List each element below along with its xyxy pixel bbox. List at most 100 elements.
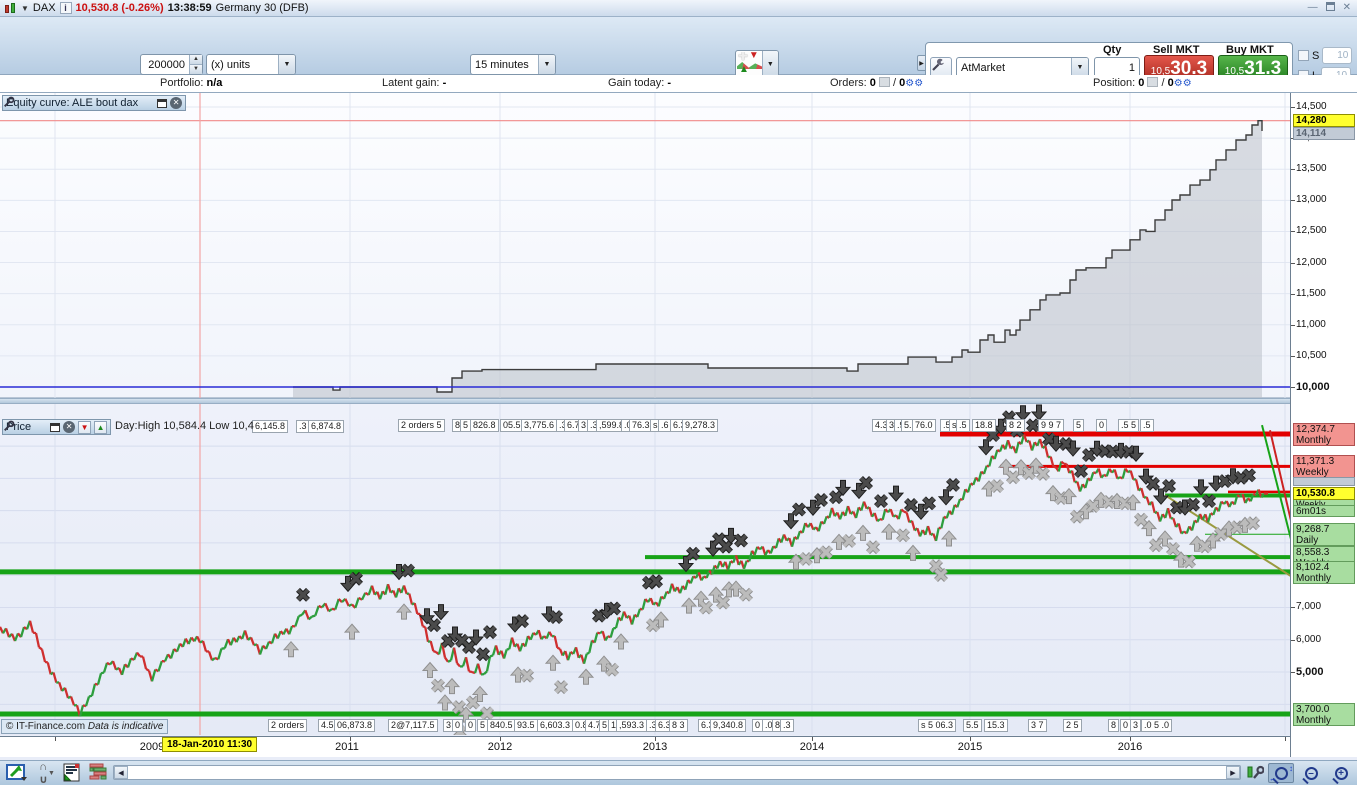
stop-checkbox[interactable] (1298, 50, 1309, 61)
orders-gear-icon[interactable]: ⚙⚙ (905, 78, 924, 89)
stop-input[interactable]: 10 (1322, 47, 1353, 64)
order-label[interactable]: 18.8 (972, 419, 996, 432)
units-select[interactable]: (x) units ▼ (206, 54, 296, 75)
order-label[interactable]: .5 (956, 419, 970, 432)
trade-marker-da (467, 629, 485, 646)
chart-horizontal-scrollbar[interactable]: ◀ ▶ (113, 765, 1241, 780)
info-icon[interactable]: i (59, 2, 72, 14)
chart-type-button[interactable]: ✚ ▼ ▲ ▼ (735, 50, 779, 78)
order-label[interactable]: 6.7 (564, 419, 583, 432)
order-label[interactable]: 05.5 (500, 419, 524, 432)
order-label[interactable]: 6,603.3 (537, 719, 574, 732)
order-label[interactable]: 2 orders 5 (398, 419, 445, 432)
order-label[interactable]: 15.3 (984, 719, 1008, 732)
sell-mkt-header: Sell MKT (1153, 44, 1200, 56)
order-label[interactable]: 2 5 (1063, 719, 1082, 732)
equity-window-icon[interactable] (157, 98, 168, 108)
order-label[interactable]: 6,874.8 (308, 420, 345, 433)
order-label[interactable]: 9 9 7 (1038, 419, 1065, 432)
equity-axis-tick: 11,500 (1291, 287, 1326, 299)
trade-marker-xd (686, 546, 700, 561)
order-label[interactable]: 93.5 (514, 719, 538, 732)
order-label[interactable]: 76.3 (629, 419, 653, 432)
minimize-icon[interactable]: — (1307, 2, 1318, 13)
orderbook-icon[interactable] (88, 763, 110, 783)
order-label[interactable]: 4.5 (318, 719, 337, 732)
sell-arrow-icon[interactable]: ▼ (78, 420, 92, 434)
close-icon[interactable]: ✕ (1342, 2, 1351, 13)
equity-curve-chart[interactable] (0, 93, 1290, 398)
notes-icon[interactable] (62, 763, 84, 783)
order-label[interactable]: 3 (1130, 719, 1142, 732)
trade-marker-xd (922, 496, 936, 511)
trade-marker-da (977, 439, 995, 456)
order-label[interactable]: .5 (1140, 419, 1154, 432)
order-label[interactable]: 8 (1108, 719, 1120, 732)
trade-marker-da (887, 485, 905, 502)
order-label[interactable]: 8 3 (669, 719, 688, 732)
order-label[interactable]: ,599.8 (596, 419, 628, 432)
trade-marker-ua (652, 611, 670, 628)
quantity-value[interactable]: 200000 (148, 58, 185, 71)
position-gear-icon[interactable]: ⚙⚙ (1173, 78, 1192, 89)
scroll-left-icon[interactable]: ◀ (114, 766, 128, 779)
price-close-icon[interactable]: ✕ (63, 421, 76, 433)
chart-type-dropdown-icon[interactable]: ▼ (761, 51, 778, 77)
order-label[interactable]: s 5 06.3 (918, 719, 957, 732)
order-label[interactable]: 5.5 (963, 719, 982, 732)
order-label[interactable]: ,593.3 (616, 719, 648, 732)
order-type-select[interactable]: AtMarket ▼ (956, 57, 1089, 78)
scroll-right-icon[interactable]: ▶ (1226, 766, 1240, 779)
quantity-spin-buttons[interactable]: ▲ ▼ (189, 55, 202, 74)
price-chart[interactable] (0, 404, 1290, 735)
order-label[interactable]: 6,145.8 (252, 420, 289, 433)
quantity-stepper[interactable]: 200000 ▲ ▼ (140, 54, 203, 75)
price-panel-header[interactable]: Price ✕ ▼ ▲ (2, 419, 112, 435)
position-list-icon[interactable] (1147, 77, 1159, 87)
timeframe-select[interactable]: 15 minutes ▼ (470, 54, 556, 75)
zoom-in-icon[interactable]: + (1330, 763, 1352, 783)
order-label[interactable]: 0 (465, 719, 477, 732)
order-label[interactable]: 8 2 (1006, 419, 1025, 432)
magnet-mode-icon[interactable]: ∩ ∪ ▼ (39, 760, 55, 785)
chart-settings-wrench-icon[interactable] (1246, 763, 1268, 783)
order-label[interactable]: 9,340.8 (710, 719, 747, 732)
restore-icon[interactable] (1325, 2, 1335, 11)
zoom-out-icon[interactable]: – (1300, 763, 1322, 783)
export-chart-icon[interactable] (6, 763, 28, 783)
price-window-icon[interactable] (50, 422, 61, 432)
order-label[interactable]: 2@7,117.5 (388, 719, 438, 732)
trade-marker-xl (1198, 539, 1212, 554)
order-label[interactable]: 826.8 (470, 419, 499, 432)
order-label[interactable]: 2 orders (268, 719, 308, 732)
order-label[interactable]: .3 (780, 719, 794, 732)
buy-arrow-icon[interactable]: ▲ (94, 420, 108, 434)
order-label[interactable]: 3,775.6 (521, 419, 558, 432)
price-level-label: 12,374.7 Monthly (1293, 423, 1355, 446)
order-label[interactable]: 76.0 (912, 419, 936, 432)
order-label[interactable]: .0 5 .0 (1141, 719, 1173, 732)
order-label[interactable]: 3 7 (1028, 719, 1047, 732)
scrollbar-track[interactable] (128, 766, 1226, 779)
order-label[interactable]: 9,278.3 (682, 419, 719, 432)
price-settings-wrench-icon[interactable] (4, 420, 47, 434)
order-type-dropdown-icon[interactable]: ▼ (1071, 58, 1088, 77)
units-dropdown-icon[interactable]: ▼ (278, 55, 295, 74)
orders-list-icon[interactable] (878, 77, 890, 87)
price-axis-column[interactable]: 14,50014,00013,50013,00012,50012,00011,5… (1290, 93, 1357, 757)
order-label[interactable]: 0 (1096, 419, 1108, 432)
qty-value[interactable]: 1 (1128, 61, 1135, 74)
timeframe-dropdown-icon[interactable]: ▼ (538, 55, 555, 74)
panel-splitter[interactable] (0, 398, 1357, 404)
order-label[interactable]: .5 5 (1118, 419, 1140, 432)
time-axis[interactable]: 2009 2011 2012 2013 2014 2015 2016 (0, 736, 1290, 757)
equity-settings-wrench-icon[interactable] (4, 96, 154, 110)
order-label[interactable]: 0 (452, 719, 464, 732)
zoom-drag-icon[interactable]: ↕ ↔ (1268, 763, 1294, 783)
equity-panel-header[interactable]: Equity curve: ALE bout dax ✕ (2, 95, 187, 111)
equity-close-icon[interactable]: ✕ (170, 97, 183, 109)
order-label[interactable]: 5 (1073, 419, 1085, 432)
order-label[interactable]: 06,873.8 (334, 719, 376, 732)
order-label[interactable]: 840.5 (487, 719, 516, 732)
symbol-dropdown-icon[interactable]: ▼ (21, 3, 29, 13)
